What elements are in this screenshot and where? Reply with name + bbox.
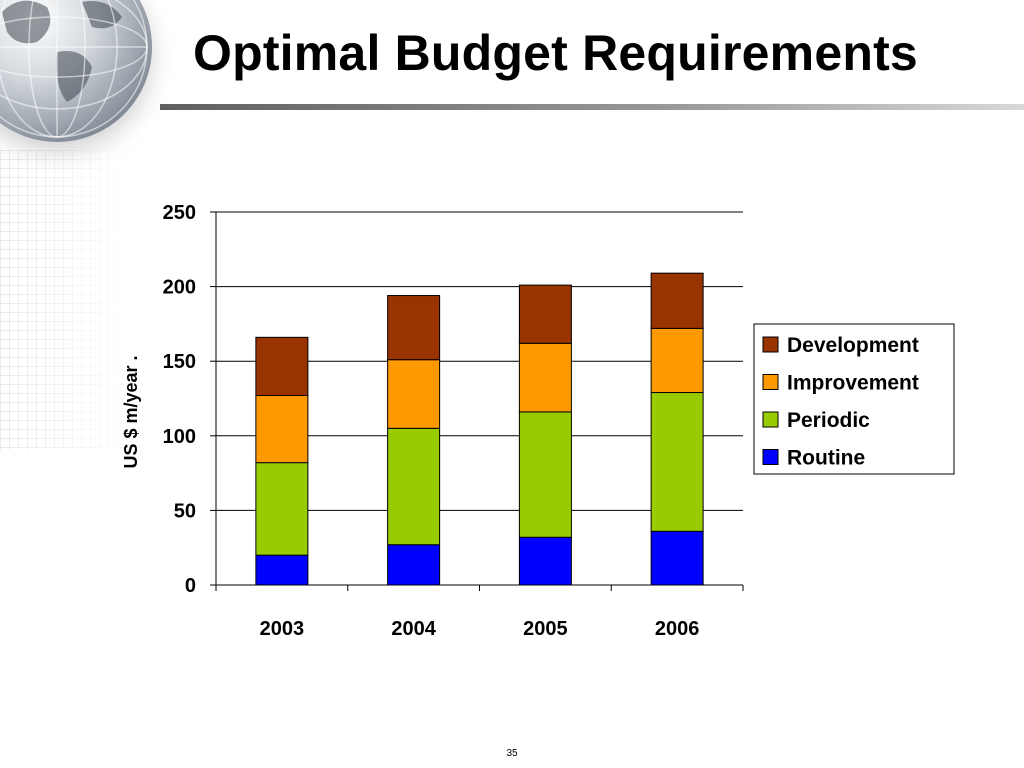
bar-segment-development — [650, 272, 704, 329]
bar-segment-development — [255, 336, 309, 397]
x-tick-label: 2005 — [523, 618, 568, 640]
y-tick-label: 200 — [163, 277, 196, 299]
y-tick-label: 0 — [185, 575, 196, 597]
y-tick-label: 150 — [163, 351, 196, 373]
slide-title: Optimal Budget Requirements — [193, 25, 918, 81]
x-tick-label: 2006 — [655, 618, 700, 640]
legend-swatch-routine — [762, 449, 779, 465]
bar-segment-periodic — [518, 411, 572, 538]
globe-icon — [0, 0, 152, 142]
x-tick-label: 2003 — [260, 618, 305, 640]
y-tick-label: 250 — [163, 202, 196, 224]
bar-segment-improvement — [650, 327, 704, 394]
y-tick-label: 100 — [163, 426, 196, 448]
bar-segment-improvement — [387, 359, 441, 429]
bar-segment-routine — [518, 536, 572, 586]
legend-swatch-development — [762, 336, 779, 353]
bar-segment-improvement — [518, 342, 572, 413]
bar-segment-periodic — [255, 462, 309, 556]
bar-segment-periodic — [387, 427, 441, 546]
bar-segment-improvement — [255, 395, 309, 464]
legend-swatch-improvement — [762, 374, 779, 390]
background-grid-pattern — [0, 150, 140, 450]
y-axis-label: US $ m/year . — [121, 355, 141, 468]
bar-segment-routine — [387, 544, 441, 586]
title-divider — [160, 104, 1024, 110]
bar-segment-development — [518, 284, 572, 344]
y-tick-label: 50 — [174, 500, 196, 522]
legend-label-improvement: Improvement — [787, 372, 919, 395]
bar-segment-periodic — [650, 392, 704, 532]
legend-label-development: Development — [787, 334, 919, 357]
bar-segment-development — [387, 295, 441, 361]
page-number: 35 — [506, 748, 518, 759]
x-tick-label: 2004 — [391, 618, 436, 640]
bar-segment-routine — [255, 554, 309, 586]
legend-label-routine: Routine — [787, 447, 865, 470]
legend-box — [753, 323, 955, 475]
bar-segment-routine — [650, 530, 704, 586]
legend-swatch-periodic — [762, 411, 779, 428]
legend-label-periodic: Periodic — [787, 409, 870, 432]
